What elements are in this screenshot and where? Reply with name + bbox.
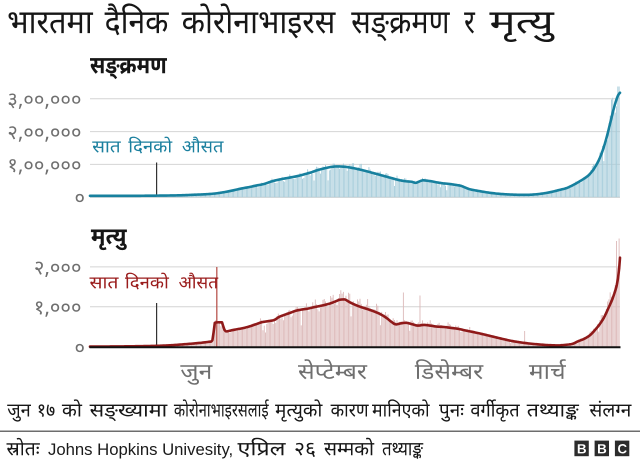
svg-text:Johns Hopkins Univesity,: Johns Hopkins Univesity, xyxy=(48,440,233,459)
